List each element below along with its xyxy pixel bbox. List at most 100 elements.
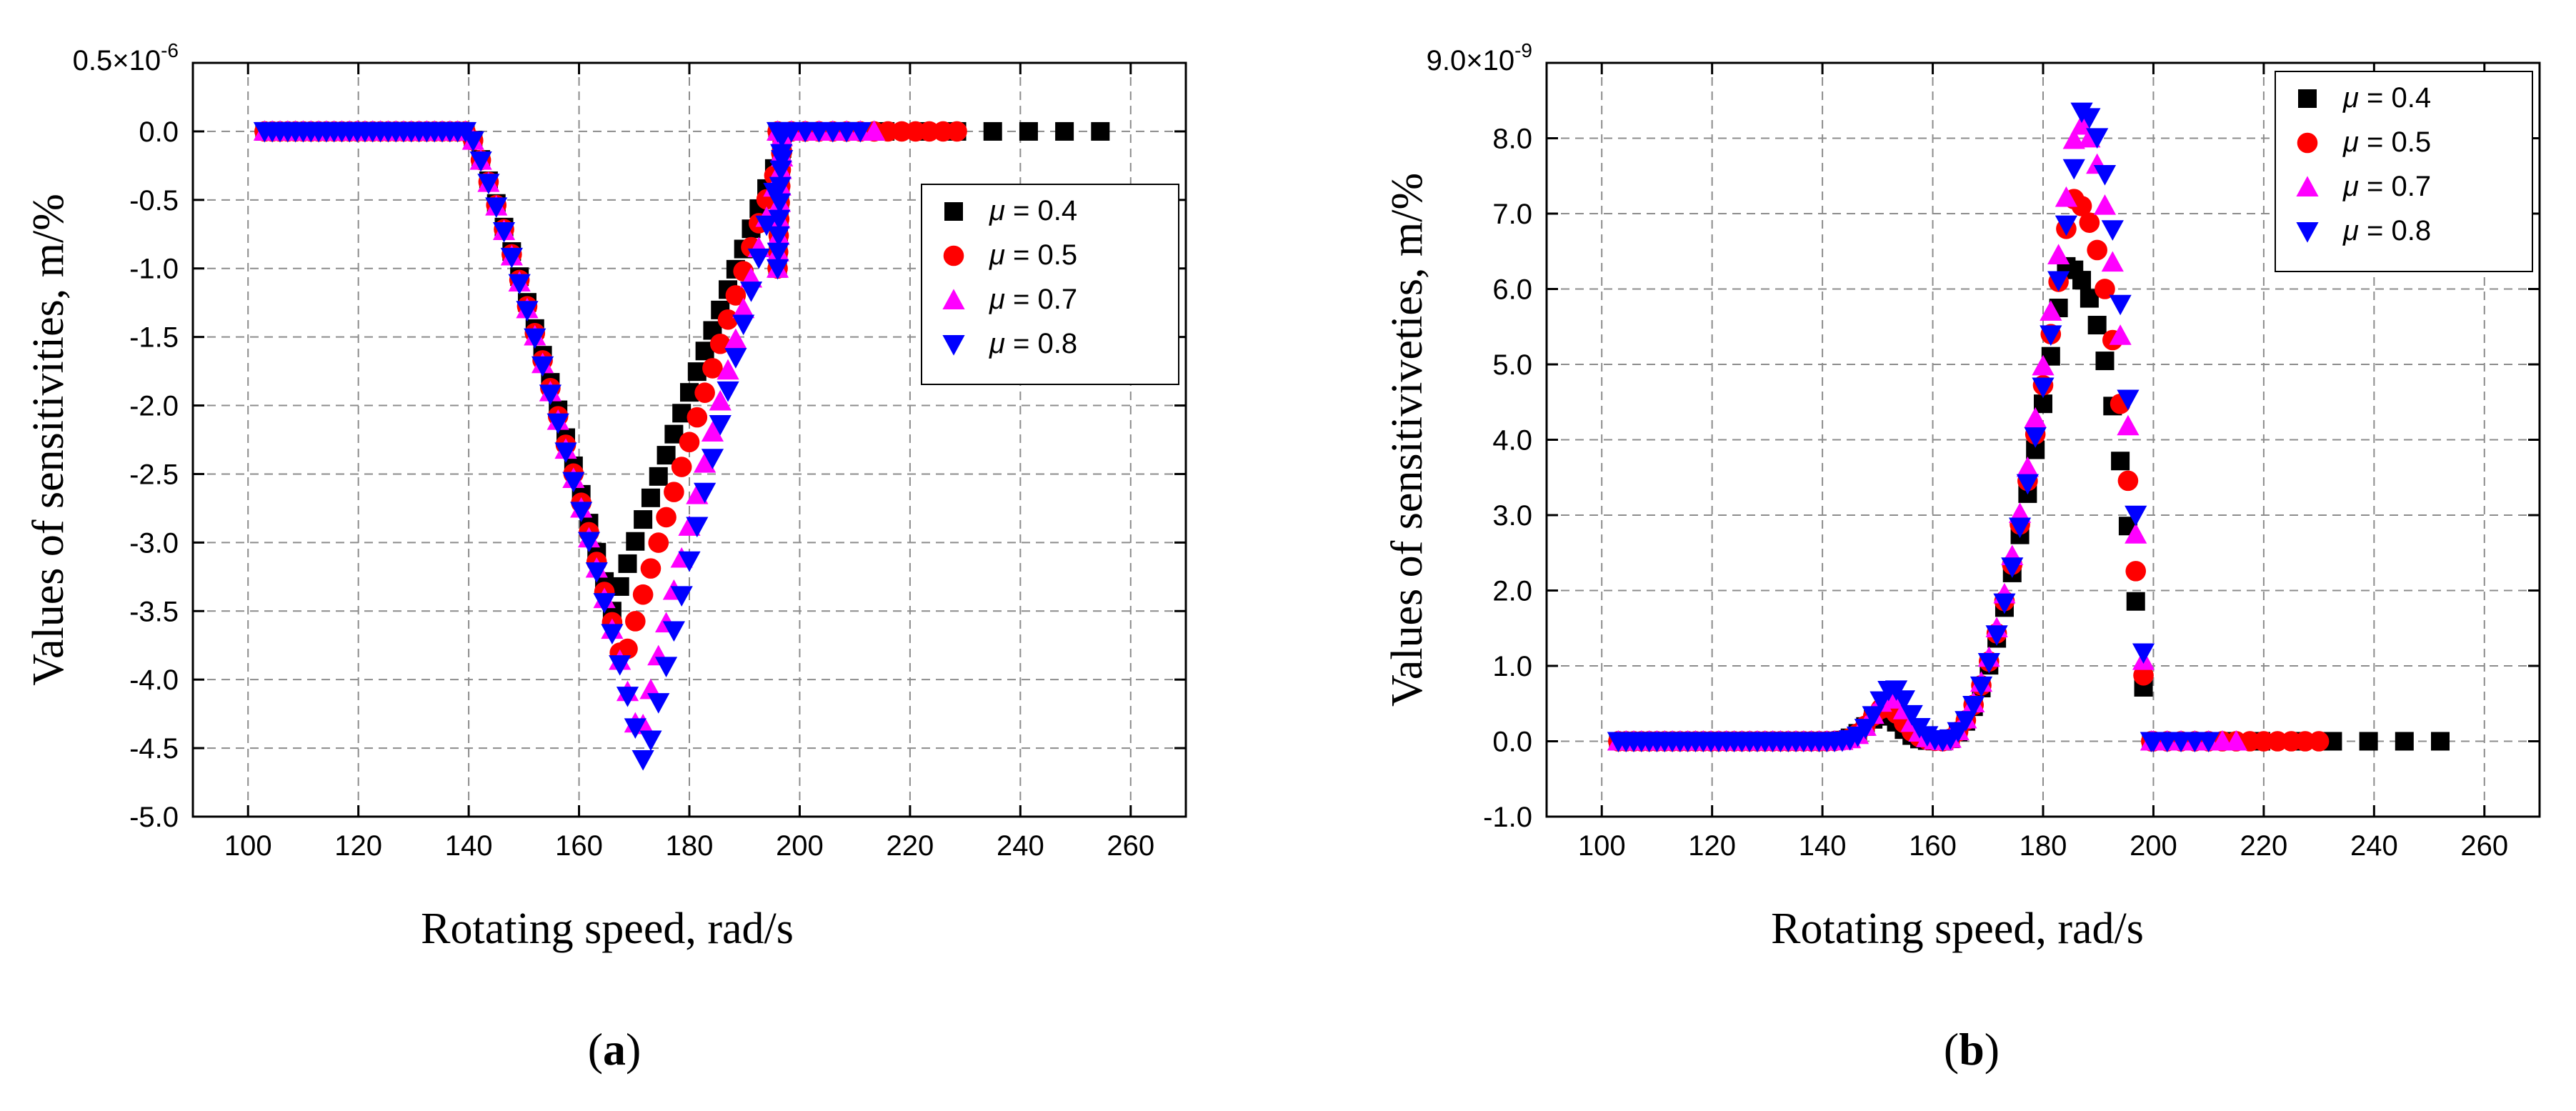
data-point <box>2297 132 2318 154</box>
data-point <box>2109 324 2132 345</box>
data-point <box>2093 165 2117 186</box>
data-point <box>947 121 967 142</box>
data-point <box>2197 732 2220 753</box>
data-point <box>2125 561 2147 582</box>
data-point <box>2126 592 2145 611</box>
data-point <box>656 507 677 528</box>
x-tick-label: 200 <box>776 830 824 862</box>
panel-label: (b) <box>1944 1024 2000 1075</box>
data-point <box>654 657 678 677</box>
x-tick-label: 220 <box>887 830 934 862</box>
data-point <box>724 328 747 349</box>
data-point <box>562 472 585 493</box>
y-axis-title: Values of sensitivities, m/% <box>24 194 73 686</box>
data-point <box>1055 121 1074 141</box>
panel-label-letter: a <box>603 1024 626 1075</box>
data-point <box>694 452 717 473</box>
data-point <box>717 309 739 330</box>
data-point <box>942 335 965 356</box>
legend-value: = 0.8 <box>2359 215 2431 246</box>
data-point <box>641 488 660 507</box>
data-point <box>593 593 616 614</box>
y-tick-label: 0.0 <box>139 116 179 148</box>
data-point <box>2001 557 2024 578</box>
data-point <box>2016 474 2039 495</box>
data-point <box>601 624 624 644</box>
data-point <box>768 209 791 231</box>
data-point <box>664 482 684 502</box>
x-tick-label: 140 <box>445 830 493 862</box>
data-point <box>539 384 561 405</box>
data-point <box>1900 704 1923 726</box>
data-point <box>639 730 662 752</box>
data-point <box>2078 108 2101 129</box>
data-point <box>2062 128 2085 149</box>
data-point <box>2225 729 2247 751</box>
data-point <box>570 502 593 522</box>
x-tick-label: 160 <box>555 830 603 862</box>
x-tick-label: 240 <box>997 830 1044 862</box>
data-point <box>687 407 708 428</box>
data-point <box>631 750 654 771</box>
legend-box <box>921 184 1179 385</box>
x-tick-label: 260 <box>2460 830 2508 862</box>
exponent-power: -6 <box>161 39 179 61</box>
legend-entry-label: μ = 0.5 <box>989 239 1077 271</box>
legend-value: = 0.8 <box>1005 328 1077 359</box>
legend-value: = 0.7 <box>2359 171 2431 202</box>
data-point <box>671 457 692 477</box>
x-tick-label: 260 <box>1107 830 1154 862</box>
data-point <box>2117 414 2140 436</box>
data-point <box>702 358 723 379</box>
legend-mu-symbol: μ <box>989 195 1005 226</box>
data-point <box>2296 176 2319 196</box>
y-tick-label: -3.0 <box>129 527 179 559</box>
series-circle <box>1608 189 2330 752</box>
gridlines <box>1547 63 2540 817</box>
y-tick-label: -1.0 <box>129 254 179 285</box>
data-point <box>461 131 484 152</box>
data-point <box>2395 732 2414 751</box>
legend-entry-label: μ = 0.7 <box>989 284 1077 315</box>
legend-mu-symbol: μ <box>989 239 1005 271</box>
data-point <box>767 226 790 247</box>
data-point <box>500 247 523 269</box>
legend-mu-symbol: μ <box>989 284 1005 315</box>
series-square <box>1609 256 2450 751</box>
data-point <box>647 693 670 714</box>
data-point <box>2117 389 2140 411</box>
data-point <box>1970 676 1993 697</box>
legend-mu-symbol: μ <box>2342 82 2359 114</box>
x-tick-label: 120 <box>1688 830 1736 862</box>
data-point <box>1955 711 1977 732</box>
legend-entry-label: μ = 0.8 <box>989 328 1077 359</box>
x-tick-label: 180 <box>2020 830 2067 862</box>
data-point <box>649 467 668 486</box>
y-tick-label: 3.0 <box>1492 500 1532 532</box>
data-point <box>769 160 792 181</box>
data-point <box>2095 352 2115 371</box>
data-point <box>768 193 792 214</box>
y-tick-label: 5.0 <box>1492 349 1532 381</box>
x-axis-title: Rotating speed, rad/s <box>1771 905 2144 953</box>
legend-value: = 0.5 <box>1005 239 1077 271</box>
x-tick-label: 120 <box>334 830 382 862</box>
data-point <box>616 687 639 707</box>
panel-label-close: ) <box>1985 1024 2000 1075</box>
data-point <box>2101 220 2124 241</box>
data-point <box>2040 300 2062 321</box>
data-point <box>694 482 717 504</box>
data-point <box>2133 664 2154 686</box>
data-point <box>469 151 492 172</box>
x-tick-label: 180 <box>666 830 714 862</box>
data-point <box>2016 456 2039 477</box>
data-point <box>2109 294 2132 316</box>
data-point <box>477 174 500 194</box>
data-point <box>1962 695 1985 717</box>
data-point <box>2024 427 2047 448</box>
y-tick-label: 7.0 <box>1492 199 1532 230</box>
data-point <box>2024 407 2047 428</box>
x-tick-label: 160 <box>1909 830 1957 862</box>
legend-entry-label: μ = 0.7 <box>2342 171 2431 202</box>
